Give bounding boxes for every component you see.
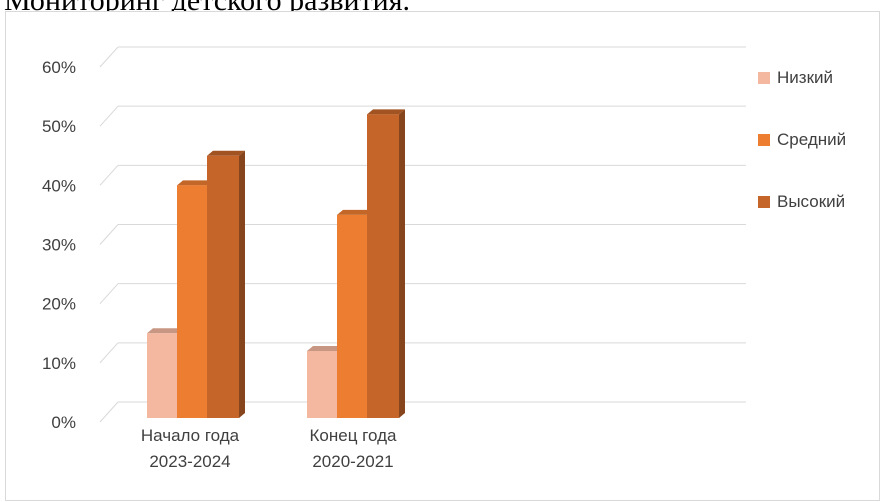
y-tick-label: 50% bbox=[42, 117, 76, 136]
x-tick-label: Начало года 2023-2024 bbox=[141, 426, 240, 471]
y-axis-ticks: 0% 10% 20% 30% 40% 50% 60% bbox=[42, 58, 76, 432]
legend-swatch bbox=[758, 134, 770, 146]
x-tick-label: Конец года 2020-2021 bbox=[310, 426, 397, 471]
bar-top bbox=[367, 109, 405, 115]
bar-top bbox=[147, 328, 185, 334]
bar-top bbox=[307, 346, 345, 351]
bar-side bbox=[399, 109, 405, 418]
bar-chart: 0% 10% 20% 30% 40% 50% 60% Начало года 2023-202… bbox=[42, 46, 846, 471]
gridline-side bbox=[99, 164, 119, 186]
y-tick-label: 40% bbox=[42, 176, 76, 195]
bars bbox=[147, 109, 405, 418]
y-tick-label: 60% bbox=[42, 58, 76, 77]
bar bbox=[367, 114, 399, 418]
legend-label: Низкий bbox=[777, 68, 833, 87]
legend-label: Высокий bbox=[777, 192, 845, 211]
gridline-side bbox=[99, 283, 119, 305]
gridline-side bbox=[99, 224, 119, 245]
y-tick-label: 0% bbox=[51, 413, 76, 432]
y-tick-label: 30% bbox=[42, 236, 76, 255]
gridline-side bbox=[99, 105, 119, 127]
gridline-side bbox=[99, 401, 119, 423]
y-tick-label: 20% bbox=[42, 295, 76, 314]
legend-swatch bbox=[758, 196, 770, 208]
gridline-side bbox=[99, 46, 119, 68]
legend: Низкий Средний Высокий bbox=[758, 68, 846, 211]
gridline-side bbox=[99, 342, 119, 364]
bar bbox=[307, 351, 339, 418]
bar bbox=[337, 214, 369, 418]
bar bbox=[147, 333, 179, 418]
bar-top bbox=[207, 150, 245, 156]
legend-label: Средний bbox=[777, 130, 846, 149]
legend-swatch bbox=[758, 72, 770, 84]
bar-side bbox=[239, 150, 245, 418]
bar-top bbox=[177, 180, 215, 186]
x-tick-label-line: Начало года bbox=[141, 426, 240, 445]
y-tick-label: 10% bbox=[42, 354, 76, 373]
x-tick-label-line: 2020-2021 bbox=[312, 452, 393, 471]
bar bbox=[177, 185, 209, 418]
bar-top bbox=[337, 209, 375, 215]
x-tick-label-line: Конец года bbox=[310, 426, 397, 445]
x-axis-ticks: Начало года 2023-2024 Конец года 2020-2021 bbox=[141, 426, 397, 471]
bar bbox=[207, 155, 239, 418]
x-tick-label-line: 2023-2024 bbox=[149, 452, 230, 471]
chart-frame: 0% 10% 20% 30% 40% 50% 60% Начало года 2023-202… bbox=[5, 11, 880, 501]
